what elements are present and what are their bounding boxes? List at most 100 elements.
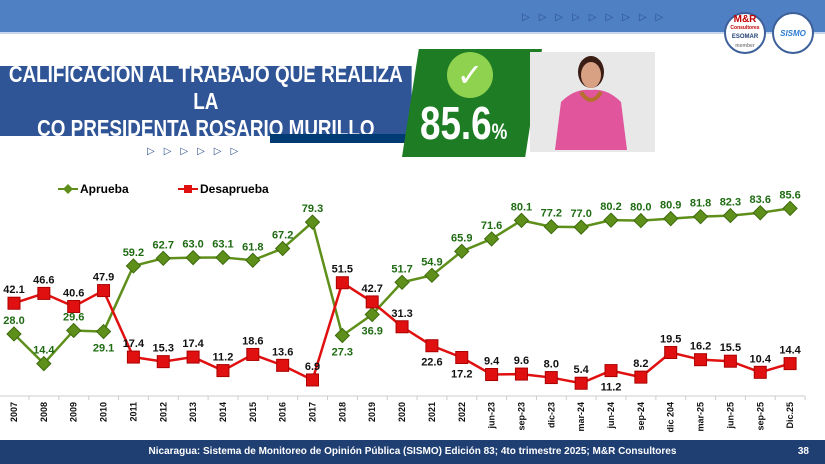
desaprueba-point	[246, 347, 260, 361]
logo-esomar: ESOMAR	[731, 34, 759, 40]
desaprueba-data-label: 18.6	[242, 335, 263, 347]
approval-unit: %	[491, 119, 508, 144]
desaprueba-data-label: 40.6	[63, 287, 84, 299]
legend-aprueba-label: Aprueba	[80, 182, 129, 196]
aprueba-data-label: 29.6	[63, 311, 84, 323]
desaprueba-data-label: 17.4	[123, 338, 145, 350]
x-tick-label: 2014	[218, 402, 228, 422]
desaprueba-data-label: 11.2	[213, 352, 234, 364]
aprueba-data-label: 59.2	[123, 247, 144, 259]
desaprueba-data-label: 15.5	[720, 342, 741, 354]
logo-member: member	[735, 43, 755, 49]
aprueba-point	[782, 200, 798, 217]
x-tick-label: 2020	[397, 402, 407, 422]
title-line-1: CALIFICACIÓN AL TRABAJO QUE REALIZA LA	[8, 60, 403, 114]
aprueba-data-label: 80.9	[660, 200, 681, 212]
x-tick-label: 2015	[248, 402, 258, 422]
aprueba-point	[573, 219, 589, 235]
desaprueba-point	[186, 350, 200, 364]
desaprueba-point	[544, 371, 558, 385]
x-tick-label: mar-24	[576, 402, 586, 432]
desaprueba-data-label: 17.2	[451, 369, 472, 381]
desaprueba-point	[156, 355, 170, 369]
desaprueba-point	[126, 350, 140, 364]
x-tick-label: jun-25	[725, 402, 735, 430]
x-tick-label: 2011	[128, 402, 138, 422]
desaprueba-data-label: 6.9	[305, 361, 320, 373]
desaprueba-point	[97, 284, 111, 298]
aprueba-data-label: 36.9	[361, 326, 382, 338]
x-tick-label: dic 204	[666, 402, 676, 433]
aprueba-point	[6, 326, 22, 342]
x-tick-label: dic-23	[546, 402, 556, 428]
aprueba-point	[95, 323, 112, 340]
x-tick-label: 2017	[308, 402, 318, 422]
aprueba-point	[633, 212, 649, 229]
x-tick-label: 2010	[99, 402, 109, 422]
aprueba-data-label: 71.6	[481, 220, 502, 232]
line-chart: 2007 2008 2009 2010 2011 2012 2013 2014 2015 2016…	[0, 189, 806, 433]
aprueba-point	[394, 274, 410, 291]
desaprueba-point	[276, 358, 290, 372]
legend-aprueba: Aprueba	[58, 182, 129, 196]
desaprueba-point	[694, 353, 708, 367]
aprueba-point	[752, 205, 768, 221]
aprueba-legend-icon	[58, 184, 78, 194]
desaprueba-point	[753, 365, 767, 379]
x-tick-label: jun-23	[487, 402, 497, 430]
aprueba-data-label: 54.9	[421, 256, 442, 268]
logo-mr-sub: Consultores	[730, 25, 760, 31]
aprueba-data-label: 77.2	[541, 208, 562, 220]
aprueba-data-label: 67.2	[272, 230, 293, 242]
aprueba-data-label: 14.4	[33, 345, 55, 357]
desaprueba-data-label: 9.6	[514, 355, 529, 367]
desaprueba-data-label: 9.4	[484, 356, 500, 368]
desaprueba-data-label: 16.2	[690, 341, 711, 353]
desaprueba-point	[37, 286, 51, 300]
aprueba-data-label: 82.3	[720, 197, 741, 209]
desaprueba-data-label: 42.1	[3, 284, 24, 296]
desaprueba-point	[67, 299, 81, 313]
desaprueba-point	[216, 364, 230, 378]
desaprueba-point	[365, 295, 379, 309]
aprueba-point	[36, 355, 52, 372]
aprueba-data-label: 80.1	[511, 201, 532, 213]
aprueba-point	[304, 214, 321, 230]
desaprueba-point	[455, 351, 469, 365]
x-tick-label: 2009	[69, 402, 79, 422]
aprueba-data-label: 29.1	[93, 343, 114, 355]
aprueba-data-label: 27.3	[332, 346, 353, 358]
desaprueba-data-label: 13.6	[272, 346, 293, 358]
desaprueba-point	[485, 368, 499, 382]
footer-bar: Nicaragua: Sistema de Monitoreo de Opini…	[0, 440, 825, 464]
aprueba-point	[483, 231, 500, 247]
desaprueba-data-label: 47.9	[93, 272, 114, 284]
aprueba-data-label: 51.7	[391, 263, 412, 275]
x-tick-label: 2022	[457, 402, 467, 422]
x-tick-label: sep-25	[755, 402, 765, 431]
aprueba-data-label: 83.6	[750, 194, 771, 206]
aprueba-data-label: 79.3	[302, 203, 323, 215]
aprueba-point	[692, 208, 709, 225]
aprueba-point	[65, 322, 82, 339]
desaprueba-data-label: 11.2	[601, 382, 622, 394]
desaprueba-point	[7, 296, 21, 310]
aprueba-point	[722, 207, 739, 224]
desaprueba-data-label: 51.5	[332, 264, 353, 276]
aprueba-data-label: 62.7	[153, 239, 174, 251]
aprueba-point	[662, 210, 679, 227]
aprueba-point	[454, 243, 470, 260]
aprueba-point	[155, 250, 171, 267]
legend-desaprueba: Desaprueba	[178, 182, 269, 196]
aprueba-point	[543, 218, 560, 235]
desaprueba-point	[335, 276, 349, 290]
desaprueba-point	[783, 357, 797, 371]
x-tick-label: 2013	[188, 402, 198, 422]
desaprueba-data-label: 10.4	[750, 353, 772, 365]
portrait-image	[555, 56, 627, 150]
title-underline	[270, 134, 415, 143]
aprueba-data-label: 65.9	[451, 232, 472, 244]
aprueba-data-label: 77.0	[570, 208, 591, 220]
logo-mr-text: M&R	[733, 14, 757, 25]
check-icon: ✓	[447, 52, 493, 98]
